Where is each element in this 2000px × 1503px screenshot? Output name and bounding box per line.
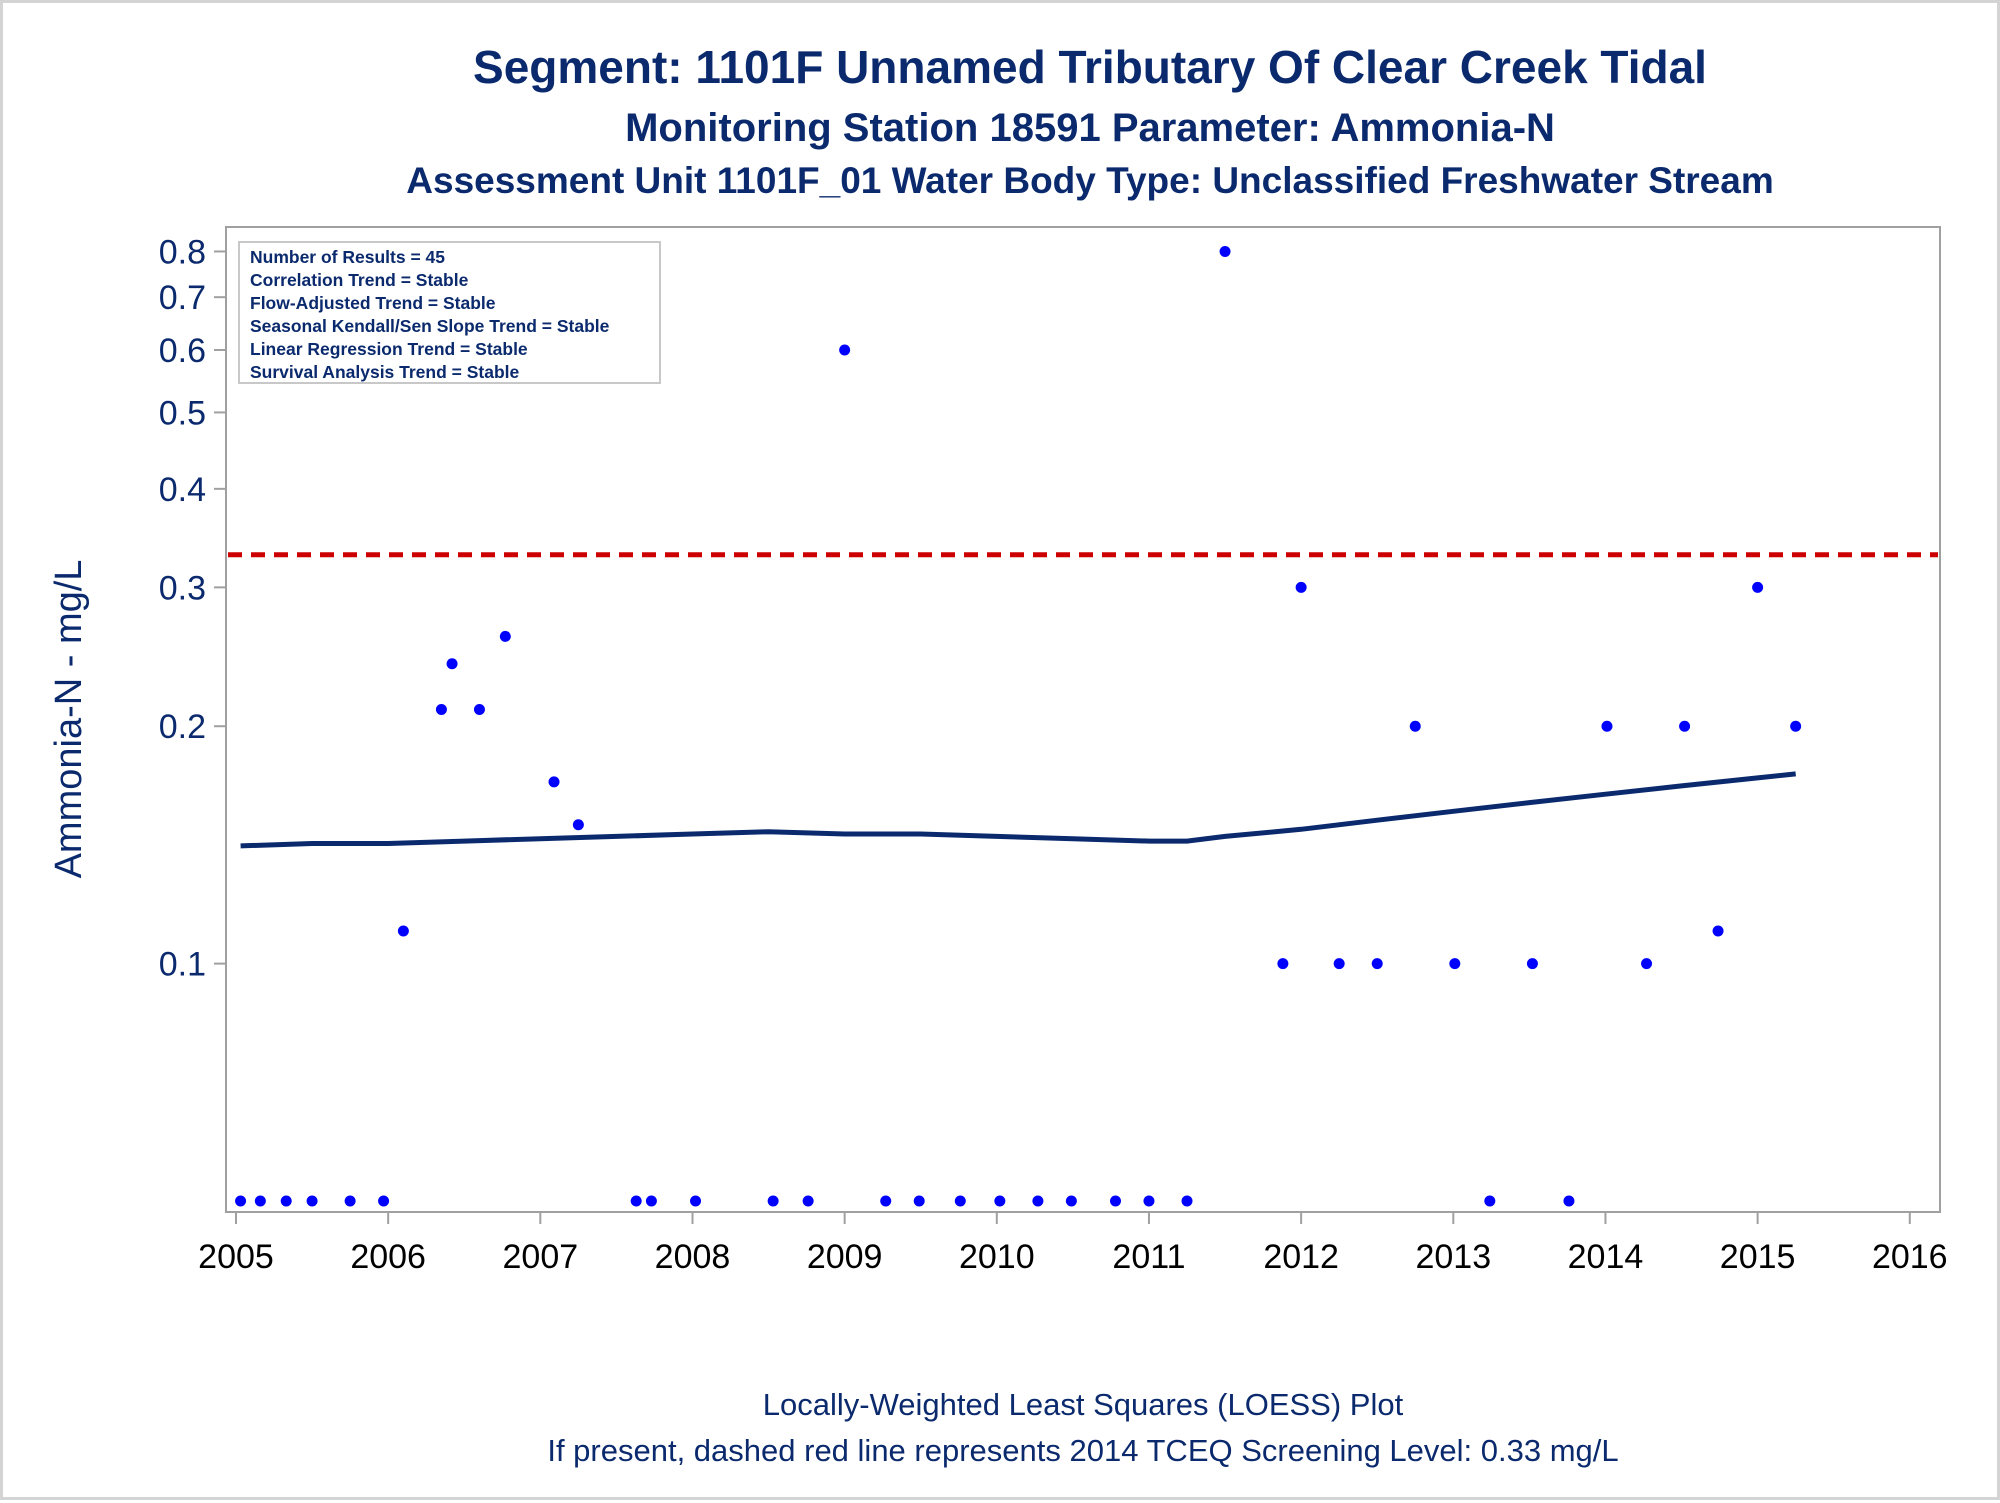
stats-box-frame [238, 241, 661, 384]
x-tick-label: 2010 [959, 1238, 1035, 1276]
data-point [1449, 958, 1461, 970]
chart: Segment: 1101F Unnamed Tributary Of Clea… [48, 41, 1948, 1468]
data-point [397, 925, 409, 937]
y-tick-label: 0.5 [159, 394, 206, 432]
x-tick-label: 2009 [807, 1238, 883, 1276]
data-point [235, 1195, 247, 1207]
data-point [1641, 958, 1653, 970]
data-point [499, 630, 511, 642]
stat-seasonal-kendall-trend: Seasonal Kendall/Sen Slope Trend = Stabl… [250, 316, 610, 336]
data-point [690, 1195, 702, 1207]
x-tick-label: 2013 [1415, 1238, 1491, 1276]
x-tick-label: 2006 [350, 1238, 426, 1276]
data-point [1484, 1195, 1496, 1207]
y-tick-label: 0.4 [159, 471, 206, 509]
data-point [344, 1195, 356, 1207]
chart-title: Segment: 1101F Unnamed Tributary Of Clea… [473, 41, 1707, 93]
data-point [378, 1195, 390, 1207]
data-point [1526, 958, 1538, 970]
stat-survival-analysis-trend: Survival Analysis Trend = Stable [250, 362, 520, 382]
data-point [1679, 720, 1691, 732]
data-point [630, 1195, 642, 1207]
data-point [954, 1195, 966, 1207]
data-point [913, 1195, 925, 1207]
data-point [446, 658, 458, 670]
data-point [1032, 1195, 1044, 1207]
chart-subtitle-2: Assessment Unit 1101F_01 Water Body Type… [406, 160, 1773, 201]
stats-box: Number of Results = 45 Correlation Trend… [238, 241, 661, 384]
data-point [1409, 720, 1421, 732]
data-point [645, 1195, 657, 1207]
x-axis: 2005 2006 2007 2008 2009 2010 2011 2012 2013 2014… [198, 1212, 1948, 1276]
data-point [767, 1195, 779, 1207]
x-tick-label: 2007 [503, 1238, 579, 1276]
data-point [1333, 958, 1345, 970]
y-tick-label: 0.3 [159, 569, 206, 607]
y-tick-label: 0.8 [159, 233, 206, 271]
y-tick-label: 0.6 [159, 332, 206, 370]
data-point [1181, 1195, 1193, 1207]
x-tick-label: 2005 [198, 1238, 274, 1276]
footnote-screening: If present, dashed red line represents 2… [547, 1433, 1618, 1468]
data-point [1752, 581, 1764, 593]
data-point [1143, 1195, 1155, 1207]
x-tick-label: 2016 [1872, 1238, 1948, 1276]
data-point [572, 819, 584, 831]
data-point [1295, 581, 1307, 593]
plot-area [225, 226, 1941, 1213]
y-tick-label: 0.2 [159, 708, 206, 746]
data-point [994, 1195, 1006, 1207]
data-point [280, 1195, 292, 1207]
stat-correlation-trend: Correlation Trend = Stable [250, 270, 469, 290]
data-point [1563, 1195, 1575, 1207]
data-point [1371, 958, 1383, 970]
x-tick-label: 2012 [1263, 1238, 1339, 1276]
data-point [1065, 1195, 1077, 1207]
chart-subtitle: Monitoring Station 18591 Parameter: Ammo… [625, 106, 1555, 150]
x-tick-label: 2008 [655, 1238, 731, 1276]
data-point [1790, 720, 1802, 732]
data-points [235, 245, 1802, 1207]
data-point [1601, 720, 1613, 732]
data-point [548, 776, 560, 788]
x-tick-label: 2014 [1568, 1238, 1644, 1276]
x-tick-label: 2015 [1720, 1238, 1796, 1276]
data-point [306, 1195, 318, 1207]
data-point [254, 1195, 266, 1207]
data-point [880, 1195, 892, 1207]
y-axis: 0.1 0.2 0.3 0.4 0.5 0.6 0.7 0.8 [159, 233, 226, 984]
data-point [1219, 245, 1231, 257]
loess-curve [240, 771, 1796, 849]
data-point [802, 1195, 814, 1207]
data-point [435, 704, 447, 716]
footnote-loess: Locally-Weighted Least Squares (LOESS) P… [763, 1387, 1404, 1422]
stat-number-of-results: Number of Results = 45 [250, 247, 445, 267]
data-point [839, 344, 851, 356]
data-point [1109, 1195, 1121, 1207]
stat-flow-adjusted-trend: Flow-Adjusted Trend = Stable [250, 293, 496, 313]
data-point [1277, 958, 1289, 970]
y-tick-label: 0.7 [159, 279, 206, 317]
x-tick-label: 2011 [1112, 1238, 1185, 1276]
data-point [473, 704, 485, 716]
y-axis-title: Ammonia-N - mg/L [48, 560, 90, 879]
stat-linear-regression-trend: Linear Regression Trend = Stable [250, 339, 528, 359]
data-point [1712, 925, 1724, 937]
y-tick-label: 0.1 [159, 946, 206, 984]
